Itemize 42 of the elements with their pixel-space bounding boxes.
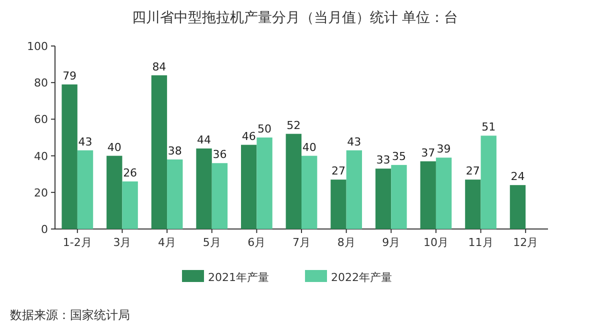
legend-label: 2022年产量	[331, 271, 392, 284]
data-label: 26	[123, 166, 138, 180]
x-tick-label: 9月	[382, 236, 400, 249]
x-tick-label: 1-2月	[62, 236, 92, 249]
data-label: 79	[62, 69, 77, 82]
data-label: 43	[78, 135, 92, 148]
x-tick-label: 5月	[202, 236, 221, 249]
legend-label: 2021年产量	[208, 271, 269, 284]
x-tick-label: 7月	[292, 236, 310, 249]
data-label: 24	[510, 170, 525, 184]
x-tick-label: 12月	[513, 236, 538, 249]
x-tick-label: 3月	[113, 236, 132, 249]
x-tick-label: 8月	[337, 236, 356, 249]
x-tick-label: 10月	[423, 236, 448, 249]
data-label: 43	[347, 135, 362, 148]
x-tick-label: 6月	[248, 236, 266, 249]
data-label: 40	[107, 140, 122, 154]
data-label: 36	[212, 148, 227, 162]
y-tick-label: 0	[41, 223, 48, 236]
data-label: 38	[168, 144, 182, 158]
data-label: 46	[242, 130, 256, 143]
x-tick-label: 4月	[158, 236, 176, 249]
data-label: 27	[331, 164, 346, 178]
x-tick-label: 11月	[468, 236, 494, 249]
y-tick-label: 20	[34, 186, 48, 200]
data-label: 37	[421, 146, 436, 160]
y-tick-label: 80	[34, 76, 48, 90]
data-label: 51	[482, 120, 496, 134]
title: 四川省中型拖拉机产量分月（当月值）统计 单位：台	[132, 10, 458, 26]
data-label: 52	[286, 118, 301, 132]
data-label: 35	[392, 150, 406, 163]
data-label: 39	[436, 142, 451, 156]
y-tick-label: 60	[34, 113, 48, 126]
source-note: 数据来源：国家统计局	[10, 308, 130, 322]
y-tick-label: 100	[27, 40, 48, 53]
data-label: 50	[258, 122, 272, 136]
y-tick-label: 40	[34, 150, 48, 163]
data-label: 40	[302, 140, 316, 154]
data-label: 84	[152, 60, 166, 74]
data-label: 33	[376, 154, 390, 167]
data-label: 27	[466, 164, 480, 178]
data-label: 44	[197, 133, 212, 146]
